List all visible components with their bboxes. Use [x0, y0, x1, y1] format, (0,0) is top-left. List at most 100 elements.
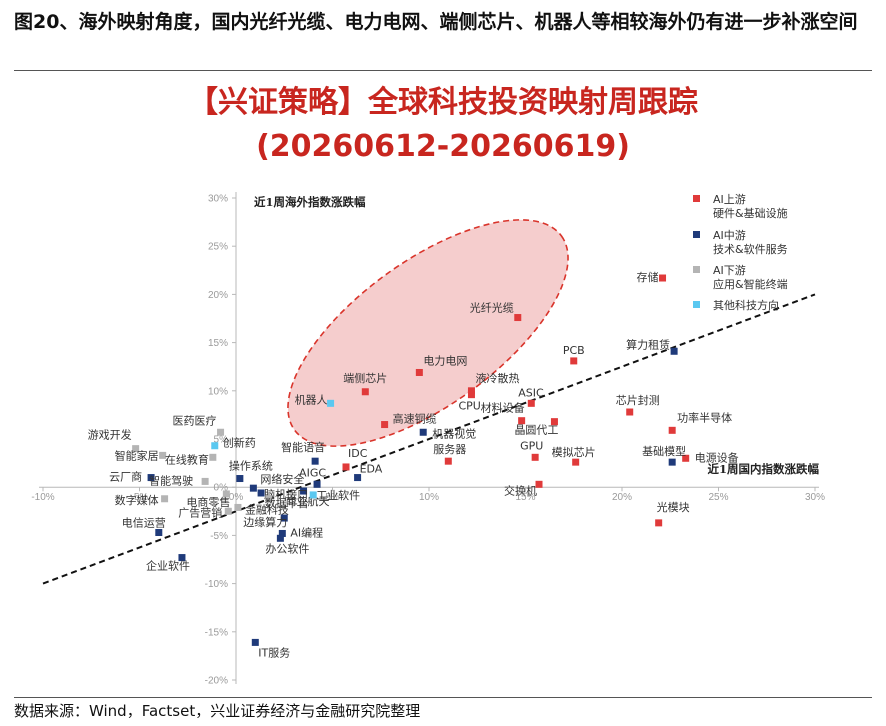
point-光模块 [655, 519, 663, 527]
point-label: 医药医疗 [173, 413, 217, 427]
point-电力电网 [415, 368, 423, 376]
point-label: 晶圆代工 [514, 424, 558, 437]
point-数据平台 [265, 495, 273, 503]
point-label: 云厂商 [109, 470, 142, 484]
point-label: AI编程 [290, 525, 323, 539]
point-label: 智能家居 [115, 448, 159, 462]
point-云厂商 [147, 474, 155, 482]
point-label: 在线教育 [165, 452, 209, 466]
trend-line [42, 293, 816, 585]
point-label: 游戏开发 [88, 428, 132, 442]
point-电商零售 [222, 490, 230, 498]
point-PCB [570, 357, 578, 365]
point-label: 工业软件 [316, 488, 360, 502]
x-tick-label: 30% [805, 492, 825, 503]
point-端侧芯片 [361, 388, 369, 396]
point-label: 广告营销 [178, 505, 222, 519]
point-ASIC [527, 399, 535, 407]
point-光纤光缆 [514, 314, 522, 322]
point-label: 交换机 [504, 483, 537, 497]
legend-swatch-midstream [693, 231, 700, 238]
point-金融科技 [234, 503, 242, 511]
point-label: 办公软件 [265, 541, 309, 555]
x-tick-label: -5% [131, 492, 149, 503]
point-label: 电商零售 [186, 495, 230, 509]
point-label: 模拟芯片 [552, 445, 596, 459]
point-label: 服务器 [433, 443, 466, 456]
x-tick-label: 5% [325, 492, 340, 503]
point-数字媒体 [161, 495, 169, 503]
point-算力租赁 [670, 347, 678, 355]
figure-title: 图20、海外映射角度，国内光纤光缆、电力电网、端侧芯片、机器人等相较海外仍有进一… [14, 11, 858, 33]
point-GPU [531, 453, 539, 461]
point-芯片封测 [626, 408, 634, 416]
legend-sublabel-downstream: 应用&智能终端 [713, 277, 788, 291]
point-label: 材料设备 [481, 401, 525, 415]
legend-swatch-upstream [693, 195, 700, 202]
point-label: 操作系统 [229, 459, 273, 473]
point-label: CPU [458, 400, 480, 413]
legend-label-upstream: AI上游 [713, 193, 746, 206]
x-tick-label: 15% [515, 492, 535, 503]
point-IT服务 [251, 638, 259, 646]
point-label: 功率半导体 [677, 410, 732, 424]
legend-label-downstream: AI下游 [713, 264, 746, 277]
point-AI编程 [278, 529, 286, 537]
point-广告营销 [224, 507, 232, 515]
point-label: 高速铜缆 [393, 412, 437, 426]
y-tick-label: 0% [214, 483, 229, 494]
point-办公软件 [276, 534, 284, 542]
point-AIGC [313, 480, 321, 488]
point-label: IDC [348, 447, 368, 460]
point-label: 脑机接口 [264, 487, 308, 501]
point-label: 企业软件 [146, 559, 190, 573]
y-tick-label: 10% [208, 386, 228, 397]
x-tick-label: 25% [708, 492, 728, 503]
legend-label-midstream: AI中游 [713, 229, 746, 242]
point-液冷散热 [467, 387, 475, 395]
point-label: GPU [520, 439, 543, 452]
legend-swatch-downstream [693, 266, 700, 273]
point-label: 商业航天 [286, 494, 330, 508]
point-label: PCB [563, 344, 585, 357]
point-label: 电力电网 [423, 354, 467, 367]
x-axis-title: 近1周国内指数涨跌幅 [707, 462, 819, 476]
point-交换机 [535, 480, 543, 488]
y-tick-label: -5% [210, 531, 228, 542]
legend-swatch-other [693, 301, 700, 308]
point-电信运营 [155, 529, 163, 537]
point-智能家居 [159, 451, 167, 459]
point-label: 边缘算力 [243, 515, 287, 529]
point-label: 端侧芯片 [343, 371, 387, 385]
point-label: 创新药 [223, 436, 256, 450]
x-tick-label: -10% [31, 492, 54, 503]
point-脑机接口 [257, 489, 265, 497]
point-label: AIGC [299, 466, 326, 479]
point-医药医疗 [217, 428, 225, 436]
y-axis-title: 近1周海外指数涨跌幅 [254, 195, 366, 209]
point-label: 基础模型 [642, 444, 686, 458]
point-机器人 [327, 399, 335, 407]
point-企业软件 [178, 554, 186, 562]
point-label: 数据平台 [265, 496, 309, 510]
point-label: 液冷散热 [475, 371, 519, 385]
point-label: 机器人 [295, 392, 328, 406]
point-材料设备 [518, 417, 526, 425]
y-tick-label: 20% [208, 290, 228, 301]
point-label: 网络安全 [260, 472, 304, 486]
chart-subtitle: (20260612-20260619) [256, 129, 630, 164]
point-高速铜缆 [381, 421, 389, 429]
point-label: 电源设备 [695, 450, 739, 464]
title-rule [14, 70, 872, 71]
y-tick-label: 5% [214, 435, 229, 446]
point-label: 存储 [637, 270, 659, 284]
point-智能语音 [311, 457, 319, 465]
source-rule [14, 697, 872, 698]
point-商业航天 [300, 487, 308, 495]
point-label: 电信运营 [122, 516, 166, 530]
point-基础模型 [668, 458, 676, 466]
chart-title: 【兴证策略】全球科技投资映射周跟踪 [188, 85, 698, 120]
point-label: EDA [360, 463, 383, 476]
point-智能驾驶 [201, 477, 209, 485]
